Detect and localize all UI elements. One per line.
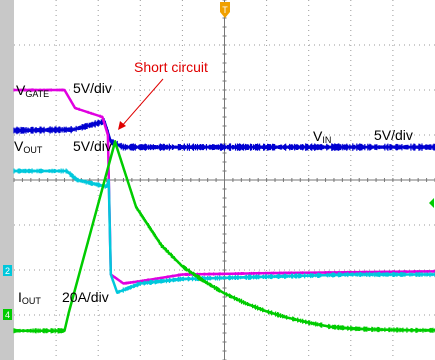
iout-scale: 20A/div (62, 289, 109, 305)
trace-vgate (13, 88, 435, 285)
ch2-marker: 2 (3, 265, 12, 276)
left-strip (0, 0, 14, 360)
ch2-marker-label: 2 (5, 266, 10, 276)
vgate-label: VGATE (16, 82, 49, 99)
annotation-arrow (118, 78, 164, 130)
scope-traces (13, 88, 435, 334)
scope-grid (13, 0, 435, 360)
vgate-line (14, 88, 435, 285)
vout-label: VOUT (14, 138, 43, 155)
vgate-scale: 5V/div (73, 80, 112, 96)
vin-label: VIN (313, 128, 331, 145)
trigger-marker: T (220, 2, 230, 18)
short-circuit-annotation: Short circuit (134, 59, 208, 75)
ch4-marker: 4 (3, 309, 12, 320)
iout-label: IOUT (18, 289, 41, 306)
right-level-marker (429, 198, 434, 208)
vout-scale: 5V/div (73, 138, 112, 154)
trace-iout (13, 140, 435, 334)
trigger-marker-label: T (222, 5, 228, 15)
iout-line (14, 140, 435, 332)
vin-scale: 5V/div (374, 127, 413, 143)
vout-line (14, 169, 435, 294)
ch4-marker-label: 4 (5, 310, 10, 320)
